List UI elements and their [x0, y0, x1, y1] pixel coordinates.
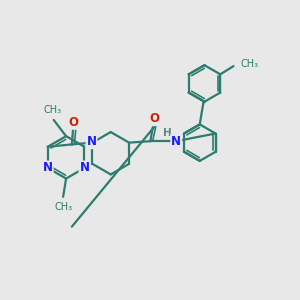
- Text: O: O: [68, 116, 78, 129]
- Text: CH₃: CH₃: [54, 202, 72, 212]
- Text: N: N: [171, 135, 181, 148]
- Text: CH₃: CH₃: [241, 59, 259, 69]
- Text: N: N: [43, 161, 53, 175]
- Text: N: N: [80, 161, 89, 175]
- Text: CH₃: CH₃: [43, 105, 61, 115]
- Text: N: N: [86, 135, 97, 148]
- Text: O: O: [149, 112, 159, 125]
- Text: H: H: [163, 128, 172, 138]
